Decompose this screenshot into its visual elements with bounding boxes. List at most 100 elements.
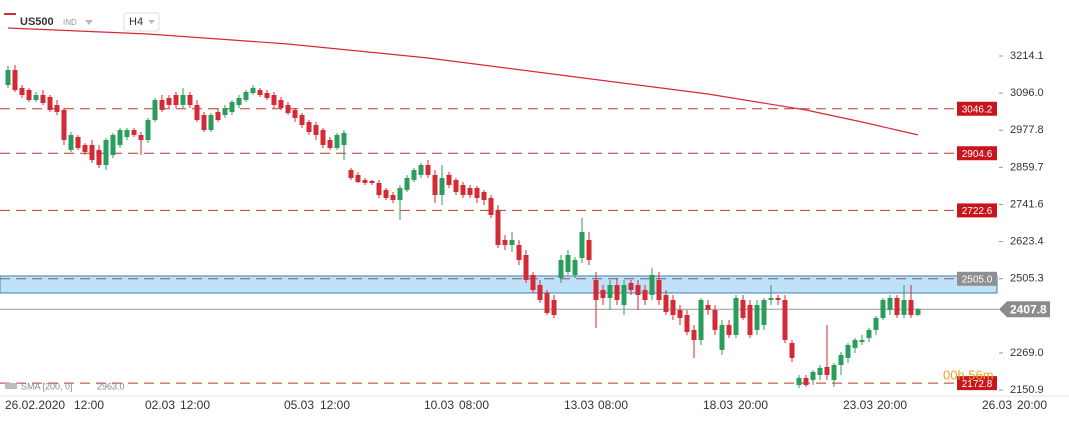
candle-body bbox=[166, 97, 172, 105]
candle-body bbox=[453, 179, 459, 192]
candle-body bbox=[754, 304, 760, 330]
candle-body bbox=[12, 69, 18, 91]
candle-body bbox=[698, 299, 704, 340]
x-tick-label: 02.03 bbox=[145, 398, 175, 412]
y-tick-label: 2150.9 bbox=[1010, 384, 1044, 396]
candle-body bbox=[243, 91, 249, 100]
level-tag bbox=[957, 146, 997, 161]
candle-body bbox=[859, 339, 865, 342]
candle-body bbox=[495, 209, 501, 245]
candle-body bbox=[397, 187, 403, 200]
candle-body bbox=[635, 284, 641, 295]
candle-body bbox=[761, 299, 767, 325]
candle-body bbox=[61, 109, 67, 140]
candle-body bbox=[33, 94, 39, 100]
x-tick-label: 12:00 bbox=[74, 398, 104, 412]
candle-body bbox=[894, 297, 900, 315]
candle-body bbox=[278, 99, 284, 109]
candle-body bbox=[649, 274, 655, 295]
candle-body bbox=[565, 254, 571, 272]
candle-body bbox=[838, 354, 844, 365]
candle-body bbox=[117, 129, 123, 145]
candle-body bbox=[439, 177, 445, 195]
candle-body bbox=[691, 329, 697, 340]
sma-name: SMA [200, 0] bbox=[21, 381, 73, 391]
candle-body bbox=[215, 111, 221, 121]
level-tag bbox=[957, 101, 997, 116]
candle-body bbox=[614, 284, 620, 300]
candle-body bbox=[880, 299, 886, 318]
y-tick-label: 2741.6 bbox=[1010, 198, 1044, 210]
y-tick-label: 2623.4 bbox=[1010, 235, 1044, 247]
candle-body bbox=[47, 96, 53, 110]
candle-body bbox=[383, 189, 389, 198]
level-label: 2505.0 bbox=[962, 274, 993, 285]
x-tick-label: 20:00 bbox=[877, 398, 907, 412]
candle-body bbox=[775, 297, 781, 300]
candle-body bbox=[810, 371, 816, 380]
candle-body bbox=[467, 187, 473, 195]
sma-last: 2963.0 bbox=[97, 381, 125, 391]
candle-body bbox=[271, 94, 277, 105]
candle-body bbox=[887, 297, 893, 310]
candle-body bbox=[586, 239, 592, 260]
candle-body bbox=[502, 239, 508, 245]
y-tick-label: 2505.3 bbox=[1010, 273, 1044, 285]
candle-body bbox=[201, 114, 207, 130]
candle-body bbox=[432, 174, 438, 195]
candle-body bbox=[726, 324, 732, 335]
candle-body bbox=[313, 124, 319, 135]
current-price-tag bbox=[999, 301, 1050, 318]
timeframe: H4 bbox=[129, 16, 143, 28]
candle-body bbox=[705, 304, 711, 310]
candle-body bbox=[320, 129, 326, 145]
candle-body bbox=[824, 366, 830, 375]
candle-body bbox=[544, 292, 550, 313]
candle-body bbox=[82, 144, 88, 152]
countdown: 00h 56m bbox=[943, 367, 994, 382]
y-tick-label: 2859.7 bbox=[1010, 161, 1044, 173]
x-tick-label: 13.03 bbox=[564, 398, 594, 412]
candle-body bbox=[551, 299, 557, 315]
candle-body bbox=[159, 99, 165, 110]
level-tag bbox=[957, 271, 997, 286]
candle-body bbox=[600, 289, 606, 298]
sma-line bbox=[7, 27, 919, 136]
candle-body bbox=[747, 304, 753, 335]
candle-body bbox=[684, 314, 690, 332]
candle-body bbox=[96, 149, 102, 165]
symbol-dropdown[interactable] bbox=[85, 20, 93, 25]
candle-body bbox=[530, 274, 536, 290]
level-tag bbox=[957, 203, 997, 218]
candle-body bbox=[474, 187, 480, 198]
candle-body bbox=[740, 299, 746, 318]
x-tick-label: 18.03 bbox=[703, 398, 733, 412]
candle-body bbox=[670, 299, 676, 315]
candle-body bbox=[390, 194, 396, 200]
candle-body bbox=[334, 134, 340, 148]
y-tick-label: 2269.0 bbox=[1010, 347, 1044, 359]
candle-body bbox=[656, 279, 662, 300]
candle-body bbox=[68, 134, 74, 150]
x-tick-label: 05.03 bbox=[284, 398, 314, 412]
candle-body bbox=[593, 279, 599, 300]
candle-body bbox=[509, 239, 515, 245]
timeframe-box[interactable] bbox=[123, 12, 160, 32]
candle-body bbox=[418, 164, 424, 175]
candle-body bbox=[257, 90, 263, 95]
candle-body bbox=[446, 174, 452, 185]
candle-body bbox=[831, 364, 837, 380]
candle-body bbox=[901, 299, 907, 315]
candle-body bbox=[327, 139, 333, 148]
candle-body bbox=[523, 254, 529, 280]
candle-body bbox=[642, 289, 648, 300]
level-label: 2904.6 bbox=[962, 149, 993, 160]
candle-body bbox=[866, 329, 872, 338]
candle-body bbox=[817, 367, 823, 375]
candle-body bbox=[362, 179, 368, 183]
candle-body bbox=[915, 309, 921, 315]
symbol-icon bbox=[4, 13, 16, 15]
candle-body bbox=[138, 134, 144, 140]
symbol: US500 bbox=[20, 16, 54, 28]
